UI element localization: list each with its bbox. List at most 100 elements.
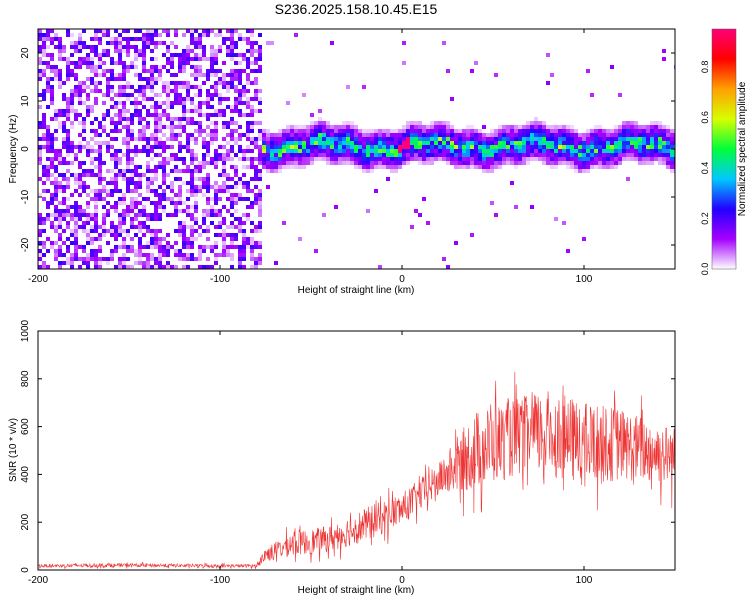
heatmap-cell: [158, 121, 162, 125]
heatmap-cell: [250, 205, 254, 209]
heatmap-cell: [254, 225, 258, 229]
heatmap-cell: [182, 129, 186, 133]
heatmap-cell: [498, 145, 502, 149]
heatmap-cell: [646, 161, 650, 165]
heatmap-cell: [266, 141, 270, 145]
heatmap-cell: [74, 213, 78, 217]
heatmap-cell: [126, 229, 130, 233]
heatmap-cell: [650, 121, 654, 125]
heatmap-cell: [546, 133, 550, 137]
heatmap-cell: [218, 77, 222, 81]
heatmap-cell: [262, 133, 266, 137]
heatmap-cell: [74, 157, 78, 161]
heatmap-cell: [194, 73, 198, 77]
heatmap-cell: [410, 157, 414, 161]
heatmap-cell: [438, 141, 442, 145]
heatmap-cell: [418, 137, 422, 141]
heatmap-cell: [602, 141, 606, 145]
heatmap-cell: [186, 165, 190, 169]
heatmap-cell: [150, 41, 154, 45]
heatmap-cell: [482, 141, 486, 145]
heatmap-cell: [358, 141, 362, 145]
heatmap-cell: [394, 133, 398, 137]
heatmap-cell: [582, 149, 586, 153]
heatmap-cell: [218, 209, 222, 213]
heatmap-cell: [430, 157, 434, 161]
heatmap-cell: [90, 241, 94, 245]
heatmap-cell: [346, 129, 350, 133]
heatmap-cell: [402, 141, 406, 145]
heatmap-cell: [214, 129, 218, 133]
heatmap-cell: [166, 69, 170, 73]
heatmap-cell: [194, 129, 198, 133]
heatmap-cell: [110, 41, 114, 45]
heatmap-cell: [42, 241, 46, 245]
heatmap-cell: [114, 245, 118, 249]
heatmap-cell: [238, 229, 242, 233]
heatmap-cell: [42, 45, 46, 49]
heatmap-cell: [214, 197, 218, 201]
heatmap-cell: [162, 101, 166, 105]
heatmap-cell: [90, 45, 94, 49]
heatmap-cell: [194, 205, 198, 209]
heatmap-cell: [110, 153, 114, 157]
heatmap-cell: [50, 241, 54, 245]
heatmap-cell: [514, 157, 518, 161]
heatmap-cell: [202, 137, 206, 141]
heatmap-cell: [590, 137, 594, 141]
heatmap-cell: [50, 101, 54, 105]
heatmap-cell: [650, 153, 654, 157]
heatmap-cell: [122, 193, 126, 197]
heatmap-cell: [218, 189, 222, 193]
heatmap-cell: [230, 105, 234, 109]
heatmap-cell: [370, 157, 374, 161]
x-tick-label: 0: [399, 575, 405, 586]
heatmap-cell: [350, 157, 354, 161]
heatmap-cell: [542, 125, 546, 129]
heatmap-cell: [122, 61, 126, 65]
heatmap-cell: [502, 153, 506, 157]
heatmap-cell: [54, 193, 58, 197]
heatmap-cell: [614, 157, 618, 161]
heatmap-cell: [338, 133, 342, 137]
heatmap-cell: [90, 109, 94, 113]
heatmap-cell: [106, 89, 110, 93]
heatmap-cell: [238, 249, 242, 253]
heatmap-cell: [42, 265, 46, 269]
heatmap-cell: [178, 257, 182, 261]
heatmap-cell: [174, 137, 178, 141]
heatmap-cell: [238, 193, 242, 197]
heatmap-cell: [90, 249, 94, 253]
heatmap-cell: [234, 165, 238, 169]
heatmap-cell: [198, 233, 202, 237]
heatmap-cell: [386, 141, 390, 145]
heatmap-cell: [46, 141, 50, 145]
heatmap-cell: [222, 189, 226, 193]
heatmap-cell: [394, 153, 398, 157]
heatmap-cell: [354, 137, 358, 141]
heatmap-cell: [130, 37, 134, 41]
heatmap-cell: [146, 125, 150, 129]
heatmap-cell: [550, 125, 554, 129]
heatmap-cell: [138, 201, 142, 205]
heatmap-cell: [242, 53, 246, 57]
heatmap-cell: [130, 201, 134, 205]
heatmap-cell: [262, 165, 266, 169]
heatmap-cell: [342, 133, 346, 137]
heatmap-cell: [138, 225, 142, 229]
heatmap-cell: [130, 237, 134, 241]
heatmap-cell: [186, 57, 190, 61]
heatmap-cell: [114, 209, 118, 213]
heatmap-cell: [86, 93, 90, 97]
heatmap-cell: [186, 121, 190, 125]
heatmap-cell: [90, 37, 94, 41]
heatmap-cell: [174, 201, 178, 205]
heatmap-cell: [122, 197, 126, 201]
heatmap-cell: [62, 177, 66, 181]
heatmap-cell: [570, 141, 574, 145]
heatmap-cell: [410, 149, 414, 153]
heatmap-cell: [238, 81, 242, 85]
heatmap-cell: [242, 245, 246, 249]
heatmap-cell: [242, 257, 246, 261]
heatmap-cell: [498, 165, 502, 169]
